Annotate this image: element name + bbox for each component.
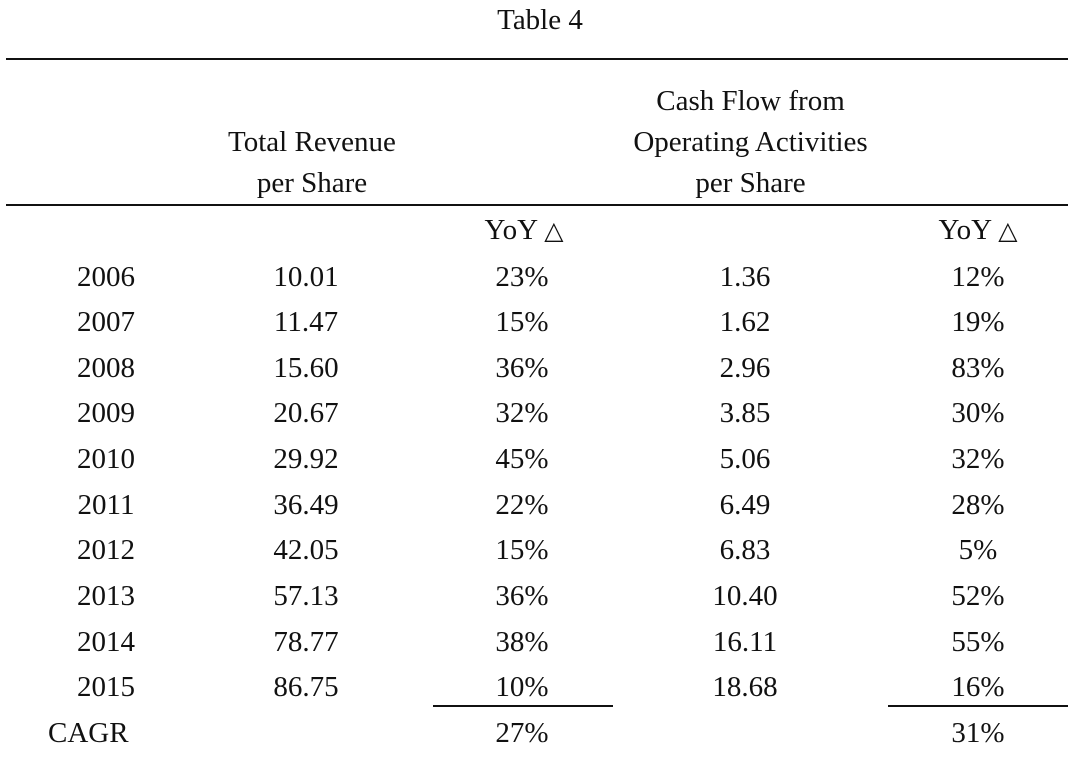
revenue-cell: 20.67	[273, 397, 339, 429]
cagr-label: CAGR	[48, 717, 129, 749]
cagr-row: CAGR 27% 31%	[0, 710, 1080, 756]
cashflow-yoy-cell: 55%	[951, 626, 1005, 658]
revenue-yoy-cell: 32%	[495, 397, 549, 429]
revenue-cell: 15.60	[273, 352, 339, 384]
revenue-yoy-cell: 36%	[495, 352, 549, 384]
revenue-cell: 36.49	[273, 489, 339, 521]
cashflow-cell: 3.85	[719, 397, 771, 429]
cashflow-header: Cash Flow from Operating Activities per …	[578, 81, 923, 204]
year-cell: 2006	[77, 261, 135, 293]
table-row: 2008 15.60 36% 2.96 83%	[0, 345, 1080, 391]
cashflow-cell: 6.83	[719, 534, 771, 566]
year-cell: 2015	[77, 671, 135, 703]
cashflow-yoy-cell: 28%	[951, 489, 1005, 521]
revenue-cell: 11.47	[273, 306, 339, 338]
cashflow-yoy-cell: 30%	[951, 397, 1005, 429]
cashflow-cell: 6.49	[719, 489, 771, 521]
cashflow-yoy-cell: 12%	[951, 261, 1005, 293]
cashflow-yoy-cell: 83%	[951, 352, 1005, 384]
delta-icon: △	[998, 216, 1018, 245]
revenue-yoy-total-rule	[433, 705, 613, 707]
cashflow-header-line: Cash Flow from	[656, 85, 845, 117]
cashflow-cell: 18.68	[712, 671, 778, 703]
cashflow-cell: 10.40	[712, 580, 778, 612]
revenue-cell: 29.92	[273, 443, 339, 475]
table-row: 2006 10.01 23% 1.36 12%	[0, 254, 1080, 300]
year-cell: 2014	[77, 626, 135, 658]
year-cell: 2012	[77, 534, 135, 566]
delta-icon: △	[544, 216, 564, 245]
cashflow-cell: 16.11	[712, 626, 778, 658]
revenue-yoy-cell: 23%	[495, 261, 549, 293]
revenue-header: Total Revenue per Share	[162, 122, 462, 204]
cashflow-yoy-total-rule	[888, 705, 1068, 707]
revenue-header-line: per Share	[256, 167, 368, 199]
table-row: 2011 36.49 22% 6.49 28%	[0, 482, 1080, 528]
table-row: 2012 42.05 15% 6.83 5%	[0, 527, 1080, 573]
year-cell: 2013	[77, 580, 135, 612]
revenue-cagr-cell: 27%	[495, 717, 549, 749]
cashflow-yoy-cell: 32%	[951, 443, 1005, 475]
table-row: 2014 78.77 38% 16.11 55%	[0, 619, 1080, 665]
revenue-yoy-cell: 15%	[495, 306, 549, 338]
revenue-yoy-cell: 22%	[495, 489, 549, 521]
revenue-header-line: Total Revenue	[228, 126, 396, 158]
year-cell: 2007	[77, 306, 135, 338]
revenue-yoy-cell: 45%	[495, 443, 549, 475]
revenue-yoy-cell: 36%	[495, 580, 549, 612]
revenue-cell: 78.77	[273, 626, 339, 658]
year-cell: 2011	[77, 489, 135, 521]
yoy-label: YoY	[938, 214, 991, 246]
top-rule	[6, 58, 1068, 60]
year-cell: 2010	[77, 443, 135, 475]
cashflow-header-line: per Share	[695, 167, 806, 199]
cashflow-cell: 1.36	[719, 261, 771, 293]
cashflow-yoy-cell: 5%	[958, 534, 998, 566]
cashflow-header-line: Operating Activities	[633, 126, 868, 158]
cashflow-yoy-header: YoY △	[939, 210, 1018, 251]
table-row: 2015 86.75 10% 18.68 16%	[0, 664, 1080, 710]
revenue-cell: 57.13	[273, 580, 339, 612]
cashflow-yoy-cell: 52%	[951, 580, 1005, 612]
year-cell: 2008	[77, 352, 135, 384]
revenue-cell: 42.05	[273, 534, 339, 566]
year-cell: 2009	[77, 397, 135, 429]
revenue-cell: 10.01	[273, 261, 339, 293]
table-row: 2013 57.13 36% 10.40 52%	[0, 573, 1080, 619]
yoy-label: YoY	[484, 214, 537, 246]
table-title: Table 4	[497, 4, 583, 36]
cashflow-cell: 5.06	[719, 443, 771, 475]
cashflow-yoy-cell: 16%	[951, 671, 1005, 703]
revenue-yoy-cell: 15%	[495, 534, 549, 566]
cashflow-cell: 2.96	[719, 352, 771, 384]
revenue-yoy-cell: 10%	[495, 671, 549, 703]
table-row: 2010 29.92 45% 5.06 32%	[0, 436, 1080, 482]
cashflow-cell: 1.62	[719, 306, 771, 338]
cashflow-yoy-cell: 19%	[951, 306, 1005, 338]
header-rule	[6, 204, 1068, 206]
cashflow-cagr-cell: 31%	[951, 717, 1005, 749]
table-row: 2007 11.47 15% 1.62 19%	[0, 299, 1080, 345]
revenue-yoy-header: YoY △	[485, 210, 564, 251]
table-row: 2009 20.67 32% 3.85 30%	[0, 390, 1080, 436]
revenue-yoy-cell: 38%	[495, 626, 549, 658]
revenue-cell: 86.75	[273, 671, 339, 703]
